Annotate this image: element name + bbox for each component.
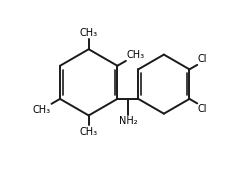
Text: CH₃: CH₃: [80, 127, 98, 137]
Text: CH₃: CH₃: [80, 28, 98, 38]
Text: NH₂: NH₂: [119, 117, 137, 126]
Text: CH₃: CH₃: [127, 50, 145, 60]
Text: CH₃: CH₃: [32, 105, 50, 115]
Text: Cl: Cl: [198, 104, 207, 114]
Text: Cl: Cl: [198, 54, 207, 64]
